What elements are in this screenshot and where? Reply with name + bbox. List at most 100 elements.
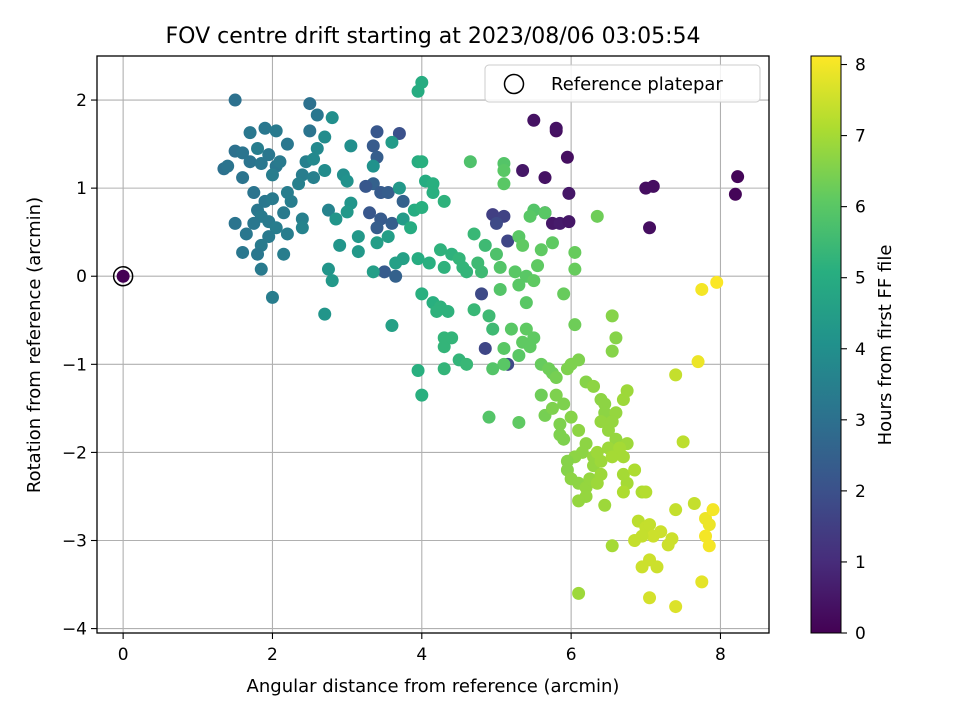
data-point xyxy=(269,221,283,235)
data-point xyxy=(344,139,358,153)
data-point xyxy=(236,146,250,160)
data-point xyxy=(628,463,642,477)
colorbar-ticks: 0 1 2 3 4 5 6 7 8 xyxy=(841,56,866,644)
data-point xyxy=(594,415,608,429)
data-point xyxy=(381,230,395,244)
data-point xyxy=(475,265,489,279)
data-point xyxy=(497,341,511,355)
data-point xyxy=(460,357,474,371)
data-point xyxy=(437,194,451,208)
data-point xyxy=(549,388,563,402)
data-point xyxy=(568,245,582,259)
data-point xyxy=(504,322,518,336)
data-point xyxy=(731,170,745,184)
data-point xyxy=(616,450,630,464)
data-point xyxy=(497,177,511,191)
data-point xyxy=(377,265,391,279)
data-point xyxy=(236,245,250,259)
data-point xyxy=(557,397,571,411)
data-point xyxy=(460,265,474,279)
data-point xyxy=(639,485,653,499)
data-point xyxy=(392,181,406,195)
data-point xyxy=(295,221,309,235)
data-point xyxy=(489,216,503,230)
data-point xyxy=(221,159,235,173)
data-point xyxy=(385,135,399,149)
data-point xyxy=(254,156,268,170)
data-point xyxy=(486,322,500,336)
x-axis-ticks: 0 2 4 6 8 xyxy=(118,633,726,665)
data-point xyxy=(441,304,455,318)
data-point xyxy=(572,423,586,437)
data-point xyxy=(493,260,507,274)
data-point xyxy=(433,243,447,257)
data-point xyxy=(557,287,571,301)
data-point xyxy=(590,476,604,490)
data-point xyxy=(497,164,511,178)
data-point xyxy=(605,450,619,464)
x-tick-label: 6 xyxy=(566,645,577,665)
data-point xyxy=(385,216,399,230)
data-point xyxy=(254,262,268,276)
y-axis-ticks: −4 −3 −2 −1 0 1 2 xyxy=(62,91,97,640)
data-point xyxy=(463,155,477,169)
data-point xyxy=(280,227,294,241)
data-point xyxy=(598,498,612,512)
data-point xyxy=(702,518,716,532)
reference-platepar-marker xyxy=(112,265,134,287)
data-point xyxy=(273,155,287,169)
y-tick-label: −3 xyxy=(62,532,87,552)
colorbar-tick-label: 8 xyxy=(855,56,866,76)
data-point xyxy=(669,503,683,517)
data-point xyxy=(247,186,261,200)
data-point xyxy=(239,227,253,241)
legend-box xyxy=(484,64,761,103)
data-point xyxy=(396,252,410,266)
y-tick-label: −4 xyxy=(62,620,87,640)
data-point xyxy=(553,417,567,431)
data-point xyxy=(247,216,261,230)
data-point xyxy=(572,353,586,367)
data-point xyxy=(538,171,552,185)
data-point xyxy=(370,236,384,250)
data-point xyxy=(318,164,332,178)
x-tick-label: 0 xyxy=(118,645,129,665)
data-point xyxy=(415,388,429,402)
colorbar-tick-label: 3 xyxy=(855,411,866,431)
data-point xyxy=(258,121,272,135)
data-point xyxy=(385,319,399,333)
data-point xyxy=(728,187,742,201)
data-point xyxy=(340,205,354,219)
data-point xyxy=(303,124,317,138)
data-point xyxy=(467,303,481,317)
data-point xyxy=(351,245,365,259)
data-point xyxy=(392,127,406,141)
data-point xyxy=(366,139,380,153)
data-point xyxy=(404,221,418,235)
data-point xyxy=(351,230,365,244)
data-point xyxy=(605,309,619,323)
data-point xyxy=(654,525,668,539)
data-point xyxy=(564,410,578,424)
y-tick-label: 1 xyxy=(76,179,87,199)
data-point xyxy=(396,194,410,208)
data-point xyxy=(516,164,530,178)
data-point xyxy=(497,357,511,371)
data-point xyxy=(370,125,384,139)
data-point xyxy=(519,296,533,310)
data-point xyxy=(628,534,642,548)
x-tick-label: 8 xyxy=(715,645,726,665)
data-point xyxy=(277,206,291,220)
data-point xyxy=(265,290,279,304)
data-point xyxy=(568,318,582,332)
data-point xyxy=(605,415,619,429)
data-point xyxy=(269,124,283,138)
colorbar-label: Hours from first FF file xyxy=(875,245,896,446)
data-point xyxy=(650,560,664,574)
data-point xyxy=(605,344,619,358)
data-point xyxy=(560,150,574,164)
colorbar-tick-label: 1 xyxy=(855,553,866,573)
data-point xyxy=(363,206,377,220)
data-point xyxy=(243,155,257,169)
